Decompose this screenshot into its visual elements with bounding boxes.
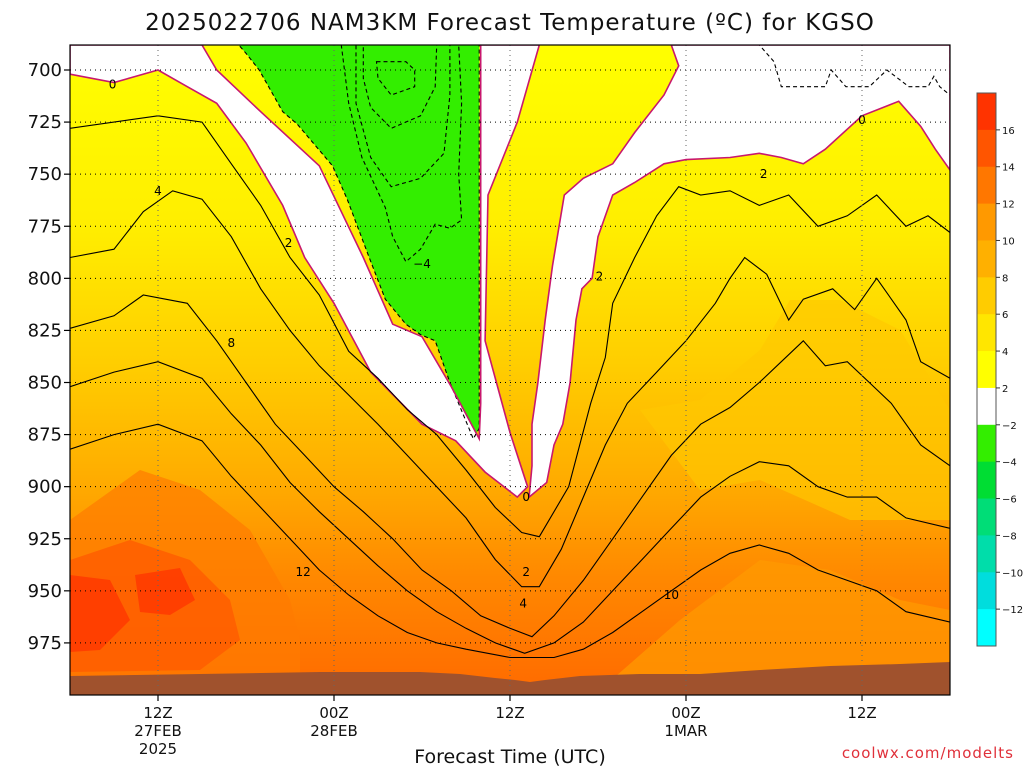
contour-label: 4 [519, 596, 527, 610]
y-axis: 700 725 750 775 800 825 850 875 900 925 950 975 [28, 60, 70, 654]
contour-label: 0 [522, 490, 530, 504]
colorbar-swatch [977, 387, 996, 426]
x-tick-label: 00Z [319, 704, 348, 722]
contour-line--2-4 [237, 45, 480, 441]
contour-line--2-5 [744, 45, 950, 96]
y-tick-label: 900 [28, 477, 62, 498]
colorbar-label: 4 [1002, 347, 1008, 358]
contour-label: 2 [522, 565, 530, 579]
y-tick-label: 850 [28, 373, 62, 394]
colorbar-swatch [977, 572, 996, 610]
contour-label: 2 [596, 269, 604, 283]
y-tick-label: 725 [28, 112, 62, 133]
colorbar-swatch [977, 461, 996, 500]
colorbar-label: 10 [1002, 236, 1015, 247]
warm-pocket-16c [70, 568, 195, 652]
colorbar-swatch [977, 314, 996, 352]
colorbar-label: 16 [1002, 126, 1015, 137]
y-tick-label: 975 [28, 633, 62, 654]
colorbar-label: −6 [1002, 495, 1017, 506]
y-tick-label: 875 [28, 425, 62, 446]
temp-region-0-7 [529, 45, 950, 498]
colorbar-label: 12 [1002, 200, 1015, 211]
temp-region--2-4 [238, 45, 480, 439]
contour-label: 8 [228, 336, 236, 350]
y-tick-label: 775 [28, 216, 62, 237]
x-tick-label: 00Z [671, 704, 700, 722]
colorbar-swatch [977, 498, 996, 536]
contour-line--6-3 [340, 45, 463, 263]
ground-terrain [70, 662, 950, 695]
colorbar-swatch [977, 535, 996, 573]
contour-line-isotherm-6c [70, 294, 950, 638]
temp-region-0-6 [70, 45, 540, 498]
colorbar-label: −12 [1002, 605, 1023, 616]
y-tick-label: 925 [28, 529, 62, 550]
colorbar-swatch [977, 166, 996, 205]
contour-line-isotherm-10c [70, 423, 950, 659]
contour-line--12-0 [375, 61, 416, 96]
contour-label: 10 [664, 588, 679, 602]
contour-label: 0 [109, 78, 117, 92]
contour-line-isotherm-4c [70, 190, 950, 588]
colorbar-swatch [977, 240, 996, 278]
colorbar-swatch [977, 203, 996, 241]
x-axis-label: Forecast Time (UTC) [414, 746, 605, 768]
warm-band-right-gold [640, 300, 950, 520]
colorbar-swatch [977, 277, 996, 315]
colorbar-swatch [977, 129, 996, 168]
warm-band-right-orange [600, 560, 950, 690]
x-tick-year: 2025 [139, 740, 177, 758]
colorbar-label: 14 [1002, 163, 1015, 174]
x-tick-date: 28FEB [310, 722, 357, 740]
chart-title: 2025022706 NAM3KM Forecast Temperature (… [145, 10, 875, 36]
contour-label: 2 [760, 167, 768, 181]
colorbar-label: 2 [1002, 384, 1008, 395]
colorbar-swatch [977, 351, 996, 389]
colorbar-label: 8 [1002, 273, 1008, 284]
y-tick-label: 825 [28, 320, 62, 341]
x-tick-label: 12Z [143, 704, 172, 722]
colorbar-swatch [977, 424, 996, 463]
contour-line-0-6 [70, 45, 541, 499]
colorbar-label: 6 [1002, 310, 1008, 321]
colorbar-frame [976, 92, 997, 647]
y-tick-label: 700 [28, 60, 62, 81]
contour-label: 2 [285, 236, 293, 250]
x-tick-label: 12Z [847, 704, 876, 722]
y-tick-label: 750 [28, 164, 62, 185]
x-tick-date: 27FEB [134, 722, 181, 740]
y-tick-label: 950 [28, 581, 62, 602]
colorbar: 16 14 12 10 8 6 4 2 −2 −4 −6 −8 −10 −12 [976, 92, 1023, 647]
y-tick-label: 800 [28, 268, 62, 289]
colorbar-label: −2 [1002, 421, 1017, 432]
x-tick-label: 12Z [495, 704, 524, 722]
grid-lines [70, 45, 950, 695]
contour-label: −4 [413, 257, 431, 271]
contour-label: 12 [296, 565, 311, 579]
contour-line-isotherm-2c [70, 115, 950, 538]
colorbar-swatch [977, 93, 996, 131]
colorbar-swatch [977, 609, 996, 647]
colorbar-label: −8 [1002, 531, 1017, 542]
credit-text: coolwx.com/modelts [842, 744, 1014, 762]
x-tick-date: 1MAR [664, 722, 707, 740]
colorbar-label: −4 [1002, 458, 1017, 469]
colorbar-label: −10 [1002, 568, 1023, 579]
